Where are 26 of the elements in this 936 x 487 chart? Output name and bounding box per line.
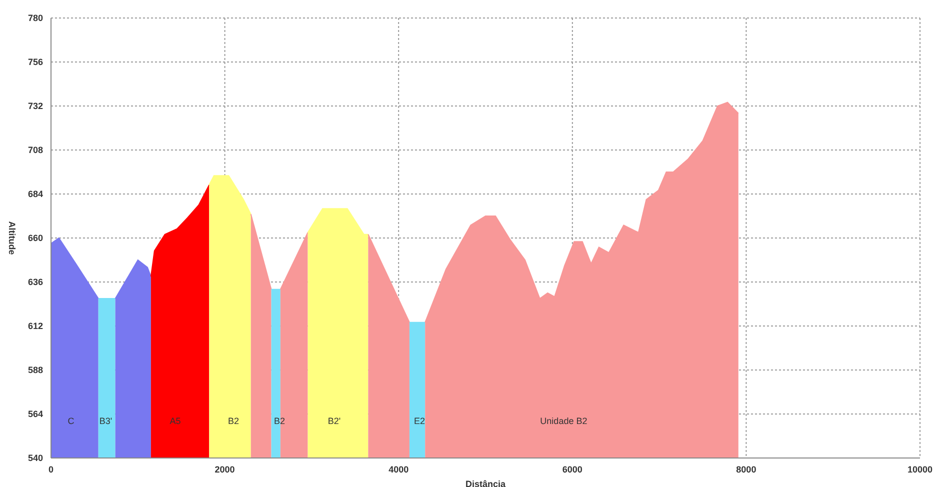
annotation: B2 — [228, 416, 239, 426]
y-tick-label: 684 — [28, 189, 43, 200]
annotation: E2 — [414, 416, 425, 426]
y-tick-label: 756 — [28, 57, 43, 68]
x-tick-label: 2000 — [214, 464, 235, 474]
y-tick-label: 780 — [28, 13, 43, 24]
x-tick-label: 4000 — [388, 464, 409, 474]
annotation: C — [68, 416, 74, 426]
annotation: Unidade B2 — [540, 416, 588, 426]
annotation: B3' — [99, 416, 112, 426]
x-axis-title: Distância — [465, 479, 506, 487]
x-tick-label: 0 — [48, 464, 54, 474]
x-tick-label: 6000 — [562, 464, 582, 474]
y-tick-label: 612 — [28, 321, 43, 332]
y-tick-label: 732 — [28, 101, 43, 112]
y-axis-title: Altitude — [6, 221, 17, 255]
annotation: A5 — [170, 416, 181, 426]
y-tick-label: 540 — [28, 453, 43, 464]
y-tick-label: 708 — [28, 145, 43, 156]
annotation: B2' — [328, 416, 341, 426]
y-tick-label: 636 — [28, 277, 43, 288]
y-tick-label: 588 — [28, 365, 43, 376]
y-tick-label: 564 — [28, 409, 43, 420]
x-tick-label: 8000 — [736, 464, 756, 474]
y-tick-label: 660 — [28, 233, 43, 244]
x-tick-label: 10000 — [907, 464, 933, 474]
